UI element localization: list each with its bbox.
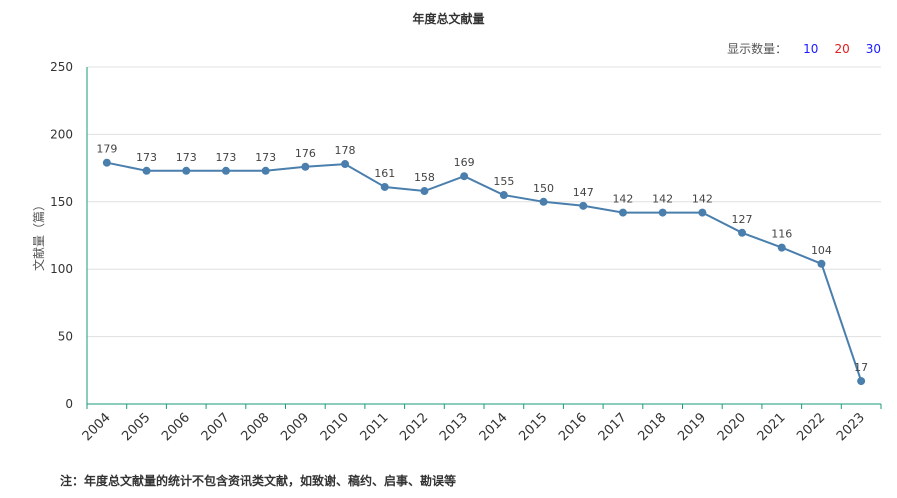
data-label: 150 (533, 182, 554, 195)
display-count-10-option[interactable]: 10 (803, 41, 819, 56)
x-tick-label: 2023 (834, 410, 868, 444)
data-point (539, 197, 548, 206)
data-label: 158 (414, 171, 435, 184)
data-label: 142 (692, 193, 713, 206)
data-point (857, 377, 866, 386)
x-tick-label: 2017 (596, 410, 630, 444)
x-tick-label: 2014 (477, 410, 511, 444)
data-label: 179 (96, 143, 117, 156)
x-tick-label: 2012 (397, 410, 431, 444)
data-point (817, 259, 826, 268)
data-label: 17 (854, 361, 868, 374)
data-label: 169 (454, 156, 475, 169)
data-point (142, 166, 151, 175)
y-tick-label: 0 (65, 397, 73, 411)
data-point (182, 166, 191, 175)
display-count-20-option[interactable]: 20 (834, 41, 850, 56)
data-label: 173 (176, 151, 197, 164)
data-point (341, 160, 350, 169)
data-label: 178 (335, 144, 356, 157)
data-label: 176 (295, 147, 316, 160)
display-count-label: 显示数量： (727, 42, 788, 56)
x-tick-label: 2022 (794, 410, 828, 444)
x-tick-label: 2010 (318, 410, 352, 444)
series-line-group (102, 158, 866, 386)
data-point (738, 228, 747, 237)
data-label: 142 (612, 193, 633, 206)
series-line (106, 161, 863, 382)
data-point (698, 208, 707, 217)
y-tick-label: 150 (50, 195, 73, 209)
x-tick-label: 2009 (278, 410, 312, 444)
y-tick-label: 250 (50, 60, 73, 74)
data-point (579, 201, 588, 210)
data-point (261, 166, 270, 175)
display-count-toolbar: 显示数量： 10 20 30 (727, 40, 881, 57)
data-point (221, 166, 230, 175)
x-tick-label: 2019 (675, 410, 709, 444)
data-label: 104 (811, 244, 832, 257)
x-tick-label: 2004 (80, 410, 114, 444)
data-point (658, 208, 667, 217)
data-label: 142 (652, 193, 673, 206)
x-tick-label: 2015 (516, 410, 550, 444)
x-tick-label: 2018 (635, 410, 669, 444)
y-axis-title: 文献量（篇） (31, 199, 46, 271)
data-label: 173 (215, 151, 236, 164)
grid-lines (87, 66, 881, 338)
data-label: 127 (732, 213, 753, 226)
x-tick-label: 2006 (159, 410, 193, 444)
y-tick-label: 50 (58, 330, 73, 344)
x-tick-label: 2005 (119, 410, 153, 444)
chart-title: 年度总文献量 (412, 12, 485, 26)
x-tick-label: 2020 (715, 410, 749, 444)
data-point (380, 182, 389, 191)
x-tick-label: 2007 (199, 410, 233, 444)
x-tick-label: 2013 (437, 410, 471, 444)
footnote: 注：年度总文献量的统计不包含资讯类文献，如致谢、稿约、启事、勘误等 (60, 474, 457, 488)
x-tick-label: 2021 (755, 410, 789, 444)
data-label: 155 (493, 175, 514, 188)
data-point (777, 243, 786, 252)
data-point (499, 191, 508, 200)
data-label: 161 (374, 167, 395, 180)
y-tick-label: 200 (50, 127, 73, 141)
y-tick-label: 100 (50, 262, 73, 276)
data-label: 116 (771, 228, 792, 241)
data-point (460, 172, 469, 181)
data-point (102, 158, 111, 167)
data-point (301, 162, 310, 171)
x-tick-label: 2011 (358, 410, 392, 444)
x-tick-label: 2008 (238, 410, 272, 444)
x-tick-label: 2016 (556, 410, 590, 444)
data-point (618, 208, 627, 217)
data-label: 173 (255, 151, 276, 164)
data-labels: 179 173 173 173 173 176 178 161 158 169 155 150 147 1… (96, 143, 868, 374)
data-label: 147 (573, 186, 594, 199)
data-label: 173 (136, 151, 157, 164)
data-point (420, 187, 429, 196)
display-count-30-option[interactable]: 30 (865, 41, 881, 56)
